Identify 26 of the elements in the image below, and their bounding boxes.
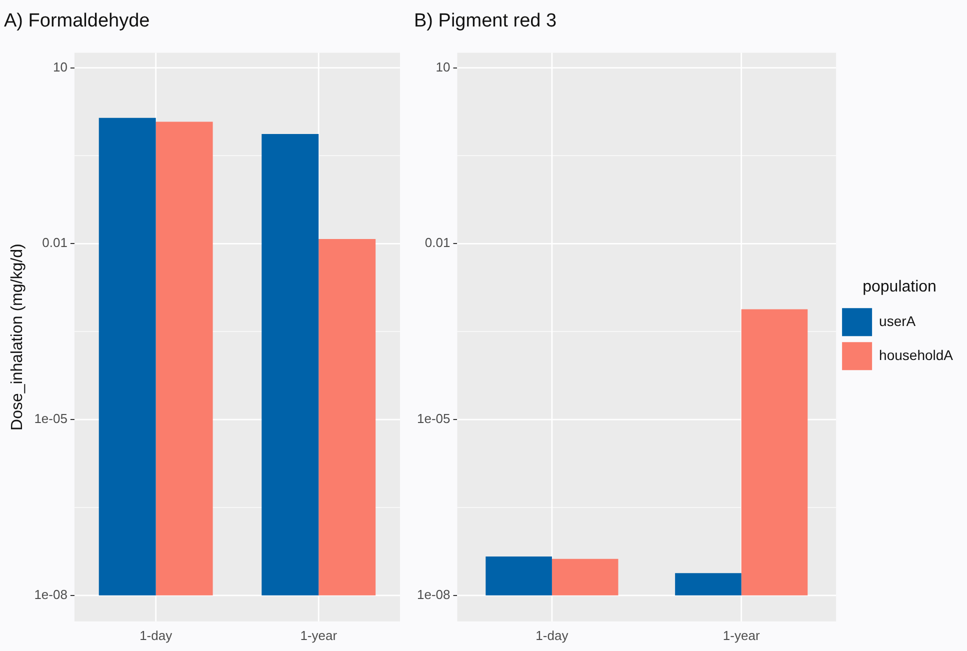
chart-title: A) Formaldehyde xyxy=(4,10,150,32)
bar xyxy=(486,556,552,596)
y-tick-label: 1e-05 xyxy=(417,411,450,426)
y-tick-label: 10 xyxy=(436,59,450,74)
y-tick-label: 1e-08 xyxy=(417,586,450,602)
legend-title: population xyxy=(862,278,936,296)
legend-label: userA xyxy=(879,312,916,329)
bar xyxy=(552,558,618,596)
bar xyxy=(156,122,213,596)
chart-title: B) Pigment red 3 xyxy=(414,10,557,32)
x-tick-label: 1-year xyxy=(722,628,760,643)
bar xyxy=(318,239,376,596)
y-tick-label: 1e-05 xyxy=(34,411,68,426)
bar xyxy=(98,118,156,596)
y-tick-label: 1e-08 xyxy=(34,586,68,602)
x-tick-label: 1-day xyxy=(140,628,173,643)
x-tick-label: 1-day xyxy=(536,628,569,643)
legend-label: householdA xyxy=(879,346,954,363)
y-tick-label: 0.01 xyxy=(424,235,450,250)
bar xyxy=(675,573,742,596)
y-tick-label: 0.01 xyxy=(42,235,68,250)
bar xyxy=(741,309,808,596)
y-axis-title: Dose_inhalation (mg/kg/d) xyxy=(9,244,26,430)
bar xyxy=(262,134,319,596)
x-tick-label: 1-year xyxy=(300,628,338,643)
y-tick-label: 10 xyxy=(52,59,68,74)
